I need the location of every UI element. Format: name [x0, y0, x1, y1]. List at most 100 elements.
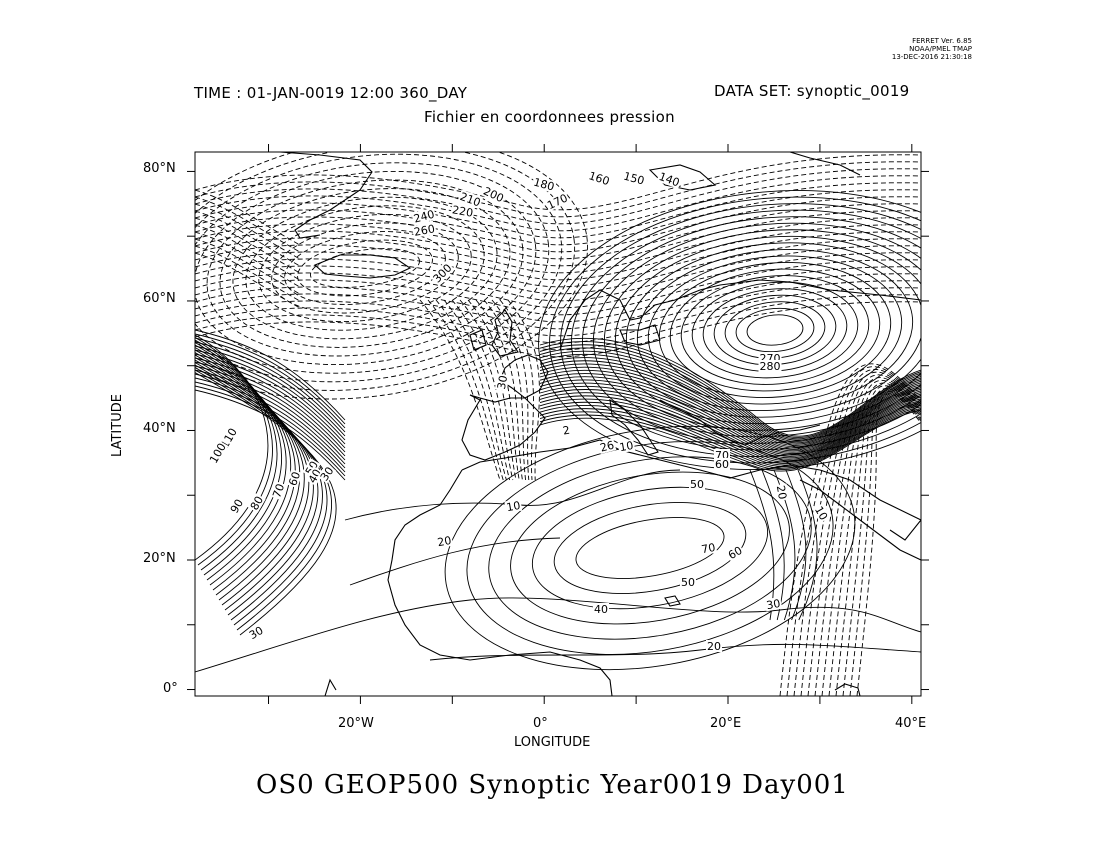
positive-contours — [195, 190, 921, 673]
contour-solid-west-jet — [195, 381, 346, 473]
contour-label-europe: 26 — [599, 439, 616, 455]
contour-dashed-iceland-low — [284, 231, 446, 305]
contour-label-north: 220 — [451, 203, 474, 219]
coastline-iberia — [461, 394, 546, 461]
contour-dashed-band — [195, 294, 921, 351]
contour-dashed-band — [195, 175, 921, 232]
contour-solid-west-jet — [195, 369, 346, 461]
contour-solid-west-jet — [195, 365, 346, 457]
contour-solid-russian-high — [669, 268, 881, 392]
xtick-label-20w: 20°W — [338, 716, 374, 731]
dataset-label: DATA SET: synoptic_0019 — [714, 82, 910, 100]
stamp-org: NOAA/PMEL TMAP — [909, 45, 972, 53]
contour-dashed-band — [195, 210, 921, 267]
contour-label-atlantic: 60 — [286, 470, 303, 488]
coastline-svalbard — [648, 164, 717, 191]
contour-dashed-band — [195, 301, 921, 358]
contour-label-tropics: 50 — [681, 576, 695, 589]
contour-label-bg — [706, 640, 722, 652]
contour-dashed-iceland-low — [297, 239, 433, 297]
contour-dashed-funnel — [427, 299, 504, 481]
contour-label-bg — [680, 576, 696, 588]
contour-label-north: 300 — [431, 262, 455, 286]
contour-solid-jet — [539, 350, 921, 442]
coastline-lake — [664, 595, 681, 607]
contour-label-bg — [305, 466, 324, 486]
ytick-label-60n: 60°N — [143, 291, 176, 306]
contour-solid-atlantic — [195, 344, 287, 581]
contour-solid-jet — [539, 409, 921, 472]
contour-solid-sahara-high — [510, 471, 790, 625]
contour-label-tropics: 40 — [594, 603, 608, 616]
ytick-label-80n: 80°N — [143, 161, 176, 176]
contour-dashed-iceland-low — [195, 170, 537, 366]
contour-dashed-east — [849, 390, 921, 696]
contour-solid-russian-high — [680, 275, 870, 385]
coastline-west-africa — [387, 469, 613, 696]
coastline-arabia — [889, 519, 921, 541]
xtick-label-40e: 40°E — [895, 716, 927, 731]
contour-solid-jet — [539, 376, 921, 453]
contour-label-east: 20 — [774, 484, 789, 500]
contour-dashed-east — [842, 388, 921, 696]
contour-solid-atlantic — [195, 339, 278, 571]
contour-label-north: 150 — [622, 170, 646, 188]
contour-label-bg — [450, 203, 476, 219]
contour-solid-jet — [539, 388, 921, 459]
contour-dashed-band — [195, 266, 921, 323]
contour-solid-jet — [539, 357, 921, 445]
contour-label-bg — [621, 169, 647, 187]
ytick-label-40n: 40°N — [143, 421, 176, 436]
contour-dashed-band — [195, 196, 921, 253]
contour-label-north: 160 — [587, 169, 611, 188]
contour-solid-atlantic — [195, 372, 337, 636]
contour-solid-jet — [539, 379, 921, 455]
contour-solid-east — [797, 469, 818, 621]
contour-solid-jet — [539, 392, 921, 460]
plot-subtitle: Fichier en coordonnees pression — [424, 108, 675, 126]
coastline-ireland — [469, 329, 487, 351]
coastline-baltic — [619, 324, 661, 346]
contour-dashed-band — [195, 154, 921, 211]
contour-dashed-band — [195, 168, 921, 225]
contour-label-bg — [435, 533, 454, 549]
contour-label-east: 10 — [812, 504, 830, 523]
contour-label-atlantic: 70 — [270, 482, 287, 500]
contour-solid-jet — [539, 401, 921, 465]
contour-dashed-funnel — [419, 299, 501, 481]
contour-dashed-funnel — [435, 299, 507, 481]
contour-dashed-atlantic — [195, 196, 301, 253]
contour-label-bg — [758, 360, 782, 372]
contour-solid-russian-high — [549, 196, 921, 464]
ytick-label-0: 0° — [163, 681, 178, 696]
contour-solid-west-jet — [195, 377, 346, 469]
contour-dashed-east — [835, 385, 921, 696]
contour-label-north: 240 — [412, 208, 436, 226]
contour-dashed-iceland-low — [195, 152, 576, 391]
contour-label-bg — [429, 260, 455, 286]
contour-label-bg — [246, 623, 266, 642]
contour-solid-jet — [539, 395, 921, 462]
contour-label-bg — [457, 189, 484, 209]
contour-dashed-atlantic — [195, 189, 301, 246]
figure-title: OS0 GEOP500 Synoptic Year0019 Day001 — [256, 770, 849, 800]
contour-label-bg — [302, 458, 321, 478]
contour-label-bg — [764, 596, 783, 612]
xtick-label-0: 0° — [533, 716, 548, 731]
contour-label-tropics: 30 — [765, 597, 781, 612]
contour-dashed-atlantic — [195, 203, 301, 260]
contour-solid-atlantic — [195, 367, 328, 626]
contour-solid-russian-high — [636, 248, 914, 412]
contour-label-bg — [714, 458, 730, 470]
contour-solid-jet — [539, 366, 921, 449]
contour-dashed-atlantic — [195, 238, 301, 295]
contour-solid-jet — [539, 341, 921, 438]
contour-label-bg — [411, 207, 437, 225]
contour-label-tropics: 60 — [726, 544, 745, 562]
contour-dashed-band — [195, 189, 921, 246]
contour-label-atlantic: 80 — [248, 494, 266, 513]
y-axis-label: LATITUDE — [109, 394, 125, 457]
coastline-balkans — [659, 399, 821, 446]
contour-label-bg — [247, 493, 266, 513]
